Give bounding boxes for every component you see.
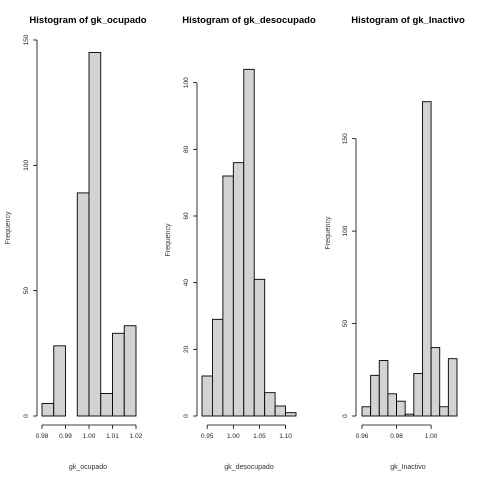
panel-2-title: Histogram of gk_desocupado [182,15,316,26]
y-tick-label: 50 [23,287,30,295]
panel-2-axes: 0.95 1.00 1.05 1.10 0 20 40 60 80 100 [183,77,292,440]
y-tick-label: 40 [183,279,190,287]
y-tick-label: 80 [183,145,190,153]
panel-2-xlabel: gk_desocupado [224,464,274,471]
panel-3-bars [361,101,458,417]
histogram-bar [439,406,449,417]
histogram-bar [112,332,125,417]
histogram-bar [243,68,255,417]
histogram-bar [430,347,441,417]
panel-gk-inactivo: Histogram of gk_Inactivo gk_Inactivo Fre… [325,15,465,471]
y-tick-label: 50 [342,320,349,328]
y-tick-label: 0 [23,414,30,418]
x-tick-label: 1.10 [279,433,292,440]
y-tick-label: 20 [183,345,190,353]
x-tick-label: 1.05 [253,433,266,440]
histogram-bar [422,101,432,417]
histogram-bar [53,345,66,417]
histogram-bar [88,52,102,417]
panel-1-axes: 0.98 0.99 1.00 1.01 1.02 0 50 100 150 [23,34,143,440]
x-tick-label: 0.96 [356,433,369,440]
histogram-bar [361,406,372,417]
panel-3-axes: 0.96 0.98 1.00 0 50 100 150 [342,133,438,440]
histogram-bar [123,325,137,417]
y-tick-label: 150 [23,34,30,45]
x-tick-label: 0.98 [36,433,49,440]
x-tick-label: 0.98 [390,433,403,440]
panel-3-xlabel: gk_Inactivo [390,464,426,471]
y-tick-label: 100 [342,225,349,236]
histogram-bar [378,360,389,417]
panel-3-title: Histogram of gk_Inactivo [351,15,465,26]
histogram-bar [253,278,266,417]
x-tick-label: 0.99 [59,433,72,440]
y-tick-label: 100 [183,77,190,88]
x-tick-label: 0.95 [201,433,214,440]
panel-2-bars [201,68,297,417]
histogram-bar [285,412,297,417]
x-tick-label: 1.01 [106,433,119,440]
histogram-bar [264,392,276,417]
panel-1-title: Histogram of gk_ocupado [29,15,146,26]
histogram-bar [413,373,423,417]
x-tick-label: 1.02 [130,433,143,440]
panel-1-ylabel: Frequency [5,211,12,245]
x-tick-label: 1.00 [227,433,240,440]
histogram-bar [222,175,234,417]
panel-1-xlabel: gk_ocupado [69,464,107,471]
histogram-bar [211,318,224,417]
panel-1-bars [41,52,137,417]
histogram-bar [447,358,458,417]
y-tick-label: 0 [342,414,349,418]
histogram-bar [201,375,213,417]
histogram-bar [396,400,406,417]
histogram-bar [387,393,397,417]
histogram-bar [404,413,415,417]
panel-gk-ocupado: Histogram of gk_ocupado gk_ocupado Frequ… [5,15,147,471]
histogram-bar [232,162,245,417]
y-tick-label: 60 [183,212,190,220]
y-tick-label: 0 [183,414,190,418]
x-tick-label: 1.00 [425,433,438,440]
histogram-bar [100,392,113,417]
histogram-bar [41,403,55,417]
histogram-bar [274,405,287,417]
panel-2-ylabel: Frequency [165,223,172,257]
histogram-bar [370,374,380,417]
y-tick-label: 150 [342,133,349,144]
histogram-bar [76,192,90,417]
x-tick-label: 1.00 [83,433,96,440]
panel-gk-desocupado: Histogram of gk_desocupado gk_desocupado… [165,15,316,471]
panel-3-ylabel: Frequency [325,216,332,250]
y-tick-label: 100 [23,160,30,171]
